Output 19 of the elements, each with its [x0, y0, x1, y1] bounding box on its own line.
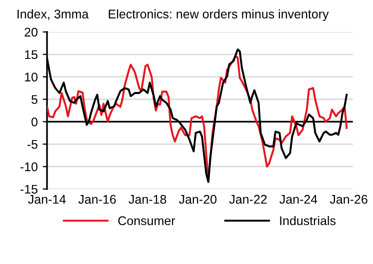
y-tick-label: 0 [32, 118, 38, 126]
y-tick-label: -15 [20, 184, 38, 194]
y-axis-title: Index, 3mma [18, 9, 89, 20]
chart-title: Electronics: new orders minus inventory [108, 9, 329, 21]
y-tick-label: 15 [25, 50, 38, 60]
x-tick-label: Jan-18 [128, 194, 166, 204]
x-tick-label: Jan-14 [28, 195, 66, 204]
x-tick-label: Jan-26 [330, 194, 368, 204]
x-tick-label: Jan-16 [78, 194, 116, 204]
y-tick-label: -5 [27, 140, 38, 149]
y-tick-label: -10 [20, 162, 38, 172]
x-tick-label: Jan-24 [280, 194, 318, 204]
x-tick-label: Jan-22 [229, 194, 267, 204]
x-tick-label: Jan-20 [178, 194, 216, 204]
y-tick-label: 20 [24, 28, 38, 37]
legend-label: Industrials [280, 216, 336, 226]
y-tick-label: 10 [25, 72, 38, 82]
legend-label: Consumer [118, 216, 176, 226]
y-tick-label: 5 [32, 95, 38, 104]
